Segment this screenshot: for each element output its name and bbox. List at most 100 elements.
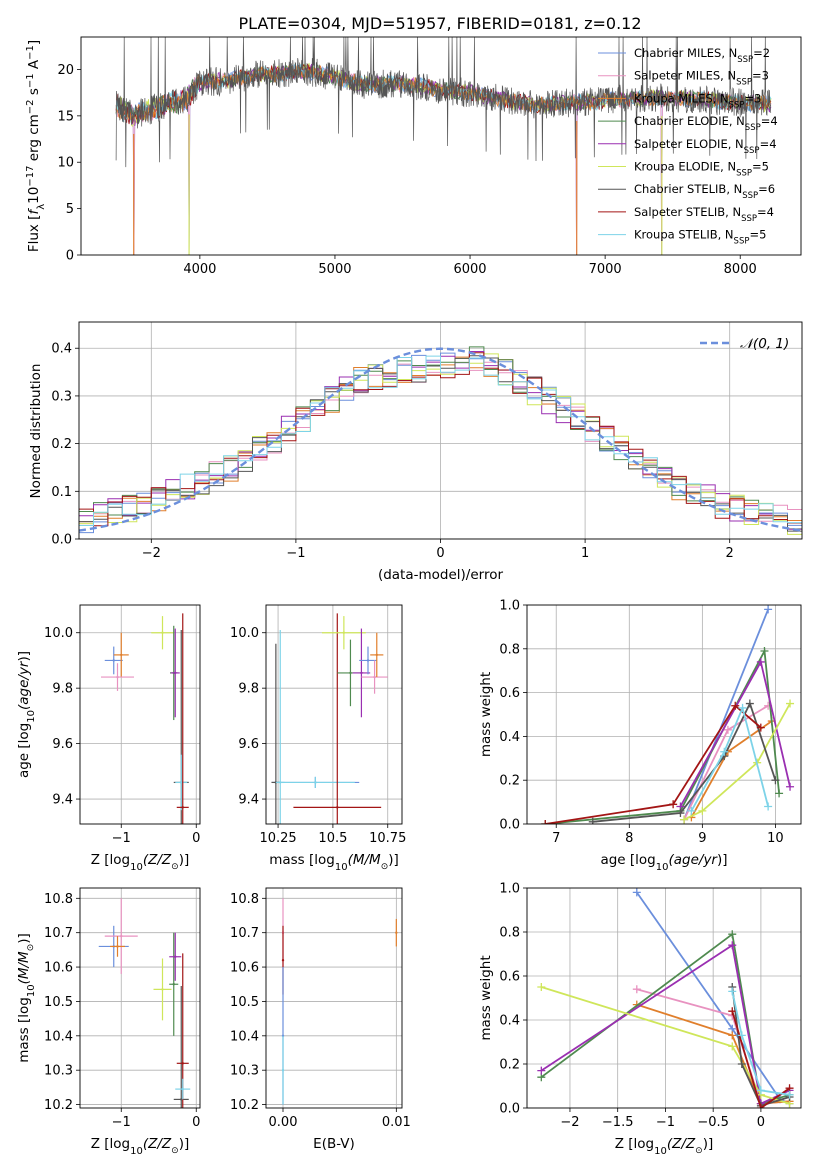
- legend-entry-2: Kroupa MILES, NSSP=3: [634, 91, 761, 110]
- legend-entry-end: =3: [752, 69, 769, 83]
- label-part: ⊙: [171, 862, 179, 872]
- data-point-4: [336, 806, 339, 809]
- legend-entry-3: Chabrier ELODIE, NSSP=4: [634, 114, 778, 133]
- plot-area-spectrum: [115, 37, 772, 255]
- data-point-3: [161, 988, 164, 991]
- mass-vs-Z-ylabel: mass [log10(M/M⊙)]: [16, 933, 37, 1063]
- label-part: Z [log: [615, 1136, 654, 1152]
- age-vs-Z-ylabel: age [log10(age/yr)]: [16, 651, 37, 778]
- label-part: 10: [654, 1146, 667, 1157]
- label-part: −1: [25, 45, 36, 60]
- y-tick-label: 0: [66, 249, 74, 264]
- label-part: )]: [717, 852, 728, 868]
- legend-entry-sub: SSP: [742, 191, 758, 201]
- label-part: f: [26, 208, 42, 215]
- label-part: A: [26, 59, 42, 73]
- y-tick-label: 0.2: [499, 774, 520, 789]
- legend-entry-4: Salpeter ELODIE, NSSP=4: [634, 137, 777, 156]
- weight-marker-7: [728, 1007, 737, 1016]
- legend-entry-end: =4: [761, 114, 778, 128]
- y-tick-label: 15: [57, 109, 74, 124]
- y-tick-label: 10.6: [44, 961, 73, 976]
- label-part: (age/yr: [668, 852, 718, 868]
- label-part: 10: [335, 862, 348, 873]
- y-tick-label: 5: [66, 202, 74, 217]
- label-part: )]: [179, 852, 190, 868]
- legend-entry-text: Salpeter STELIB, N: [634, 205, 741, 219]
- y-tick-label: 10.0: [44, 626, 73, 641]
- weight-marker-6: [588, 817, 597, 824]
- data-point-7: [360, 671, 363, 675]
- y-tick-label: 9.6: [238, 737, 259, 752]
- x-tick-label: 10.5: [318, 831, 347, 846]
- plot-area-age-vs-mass: [266, 605, 402, 824]
- x-tick-label: −1.5: [602, 1115, 634, 1130]
- axes-frame: [79, 887, 201, 1109]
- y-tick-label: 9.4: [238, 793, 259, 808]
- label-part: ⊙: [26, 944, 36, 952]
- data-point-6: [180, 1098, 183, 1101]
- legend-entry-text: Salpeter MILES, N: [634, 69, 736, 83]
- x-tick-label: −1: [656, 1115, 675, 1130]
- data-point-0: [112, 659, 115, 662]
- label-part: −1: [25, 73, 36, 88]
- weight-marker-4: [728, 941, 737, 950]
- y-tick-label: 10.4: [44, 1029, 73, 1044]
- weight-marker-5: [680, 815, 689, 824]
- label-part: 10: [130, 1146, 143, 1157]
- y-tick-label: 10.6: [230, 961, 259, 976]
- legend-entry-text: Chabrier STELIB, N: [634, 182, 742, 196]
- plot-area-mass-vs-EBV: [266, 888, 402, 1108]
- weight-marker-7: [756, 1104, 765, 1108]
- weight-marker-4: [756, 657, 765, 666]
- label-part: λ: [36, 204, 47, 210]
- label-part: 10: [26, 187, 42, 204]
- weight-line-7: [731, 1010, 791, 1108]
- data-point-7: [180, 781, 183, 784]
- weight-line-5: [683, 703, 791, 821]
- weight-marker-6: [676, 809, 685, 818]
- y-tick-label: 1.0: [499, 882, 520, 897]
- label-part: (M/M: [16, 951, 32, 984]
- y-tick-label: 0.0: [499, 818, 520, 833]
- mass-vs-Z-xlabel: Z [log10(Z/Z⊙)]: [91, 1136, 190, 1157]
- y-tick-label: 10.8: [44, 892, 73, 907]
- weight-marker-0: [632, 888, 641, 897]
- weight-vs-age-xlabel: age [log10(age/yr)]: [600, 852, 727, 873]
- label-part: 10: [26, 984, 37, 997]
- data-point-2: [116, 675, 119, 679]
- legend-entry-sub: SSP: [741, 214, 757, 224]
- weight-marker-6: [737, 1060, 746, 1068]
- y-tick-label: 0.6: [499, 970, 520, 985]
- weight-marker-8: [764, 802, 773, 811]
- weight-line-5: [541, 986, 790, 1105]
- plot-area-weight-vs-Z: [527, 888, 801, 1108]
- legend-entry-end: =5: [752, 160, 769, 174]
- legend-entry-sub: SSP: [736, 169, 752, 179]
- label-part: (Z/Z: [143, 1136, 172, 1152]
- weight-marker-3: [760, 646, 769, 655]
- legend-normal-label: 𝒩(0, 1): [740, 336, 789, 352]
- weight-marker-8: [687, 806, 696, 815]
- legend-entry-8: Kroupa STELIB, NSSP=5: [634, 228, 766, 247]
- weight-marker-8: [756, 1086, 765, 1095]
- data-point-5: [342, 631, 346, 634]
- y-tick-label: 9.8: [238, 682, 259, 697]
- legend-entry-7: Salpeter STELIB, NSSP=4: [634, 205, 774, 224]
- weight-marker-8: [720, 747, 729, 756]
- y-tick-label: 10.0: [230, 626, 259, 641]
- normal-distribution-curve: [79, 347, 802, 532]
- panel-weight-vs-age: 7 8 9 10 0.0 0.2 0.4 0.6 0.8 1.0 mass weight age [l…: [478, 599, 802, 873]
- data-point-3: [281, 1068, 285, 1072]
- legend-entry-text: Chabrier ELODIE, N: [634, 114, 745, 128]
- y-tick-label: 10.8: [230, 892, 259, 907]
- label-part: Z [log: [91, 1136, 130, 1152]
- legend-entry-sub: SSP: [744, 146, 760, 156]
- spectrum-data-line: [115, 37, 772, 168]
- plot-area-residuals: [79, 322, 802, 539]
- weight-line-0: [683, 609, 769, 820]
- residuals-xlabel: (data-model)/error: [378, 567, 504, 583]
- x-tick-label: 0.01: [382, 1115, 411, 1130]
- weight-line-8: [731, 991, 790, 1096]
